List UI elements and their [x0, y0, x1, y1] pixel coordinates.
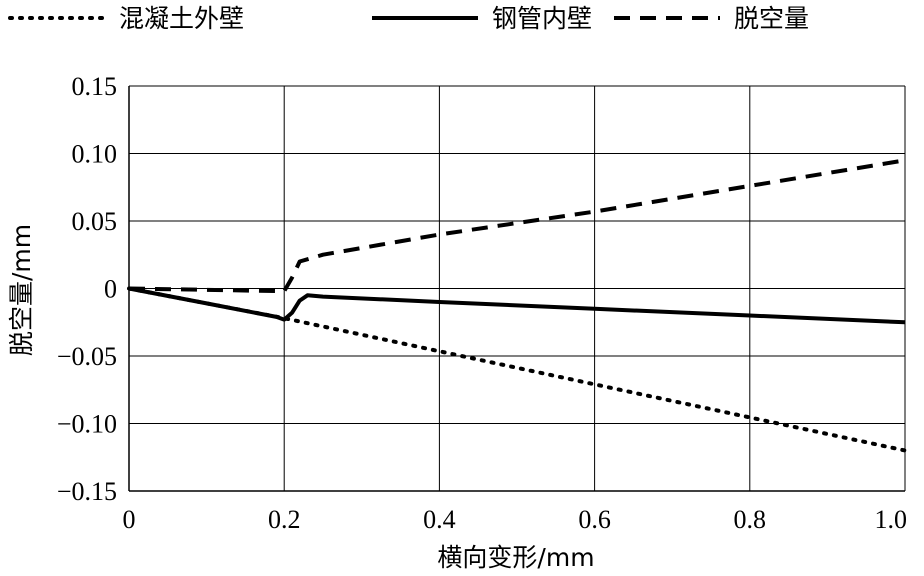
series-line-2 — [128, 286, 906, 325]
legend-label-1: 混凝土外壁 — [119, 4, 244, 33]
x-tick-label: 0.8 — [734, 505, 767, 534]
series-line-3 — [128, 158, 906, 294]
y-tick-label: 0.10 — [72, 140, 118, 169]
series-lines — [127, 158, 907, 453]
legend-label-3: 脱空量 — [734, 4, 809, 33]
y-tick-label: 0 — [104, 275, 117, 304]
x-tick-label: 1.0 — [875, 505, 908, 534]
x-tick-label: 0 — [123, 505, 136, 534]
y-tick-label: 0.05 — [72, 207, 118, 236]
x-tick-label: 0.6 — [578, 505, 611, 534]
legend: 混凝土外壁 钢管内壁 脱空量 — [8, 4, 809, 33]
y-axis-title: 脱空量/mm — [7, 224, 36, 356]
tick-labels: 0 0.2 0.4 0.6 0.8 1.0 0.15 0.10 0.05 0 −0.05 −0.10 −… — [57, 72, 907, 534]
grid — [128, 85, 906, 492]
x-tick-label: 0.4 — [423, 505, 456, 534]
y-tick-label: 0.15 — [72, 72, 118, 101]
axes — [128, 86, 905, 492]
y-tick-label: −0.05 — [57, 342, 117, 371]
y-tick-label: −0.15 — [57, 477, 117, 506]
y-tick-label: −0.10 — [57, 410, 117, 439]
x-tick-label: 0.2 — [268, 505, 301, 534]
x-axis-title: 横向变形/mm — [437, 543, 594, 572]
legend-label-2: 钢管内壁 — [492, 4, 592, 33]
